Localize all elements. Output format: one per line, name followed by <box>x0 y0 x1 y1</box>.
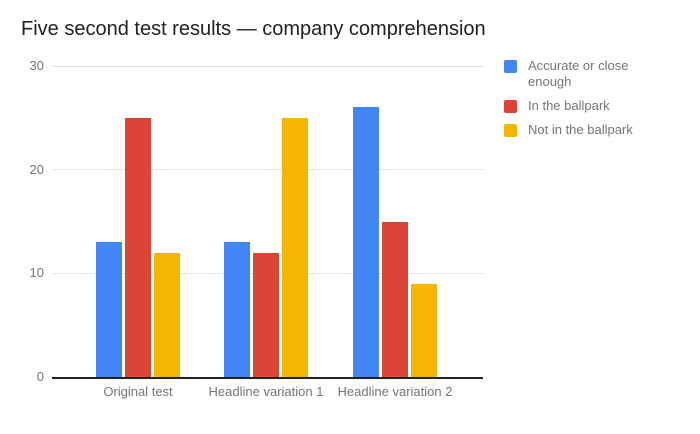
gridline <box>52 65 483 67</box>
legend-item: Not in the ballpark <box>504 122 696 138</box>
bar-group <box>353 107 437 377</box>
bar-group <box>96 117 180 377</box>
y-tick-label: 10 <box>29 265 44 281</box>
bar[interactable] <box>125 117 151 377</box>
legend: Accurate or close enough In the ballpark N… <box>504 58 696 138</box>
bar[interactable] <box>353 107 379 377</box>
bar[interactable] <box>96 242 122 377</box>
gridline <box>52 169 483 171</box>
bar[interactable] <box>382 221 408 377</box>
bar[interactable] <box>154 252 180 377</box>
legend-swatch-icon <box>504 100 517 113</box>
bar[interactable] <box>282 117 308 377</box>
y-tick-label: 0 <box>36 369 44 384</box>
legend-label: Accurate or close enough <box>528 58 629 89</box>
bar[interactable] <box>411 283 437 377</box>
legend-swatch-icon <box>504 124 517 137</box>
legend-swatch-icon <box>504 60 517 73</box>
bar[interactable] <box>253 252 279 377</box>
x-category-label: Original test <box>103 384 173 399</box>
x-category-label: Headline variation 1 <box>208 384 324 399</box>
plot-area: 0 10 20 30 Original test Headline variation 1… <box>30 58 483 399</box>
x-category-label: Headline variation 2 <box>337 384 453 399</box>
bar[interactable] <box>224 242 250 377</box>
bar-group <box>224 117 308 377</box>
legend-label: In the ballpark <box>528 98 610 113</box>
legend-item: Accurate or close enough <box>504 58 696 90</box>
legend-label: Not in the ballpark <box>528 122 633 137</box>
chart-title: Five second test results — company compr… <box>21 18 486 40</box>
y-tick-label: 30 <box>29 58 44 73</box>
y-tick-label: 20 <box>29 161 44 177</box>
legend-item: In the ballpark <box>504 98 696 114</box>
